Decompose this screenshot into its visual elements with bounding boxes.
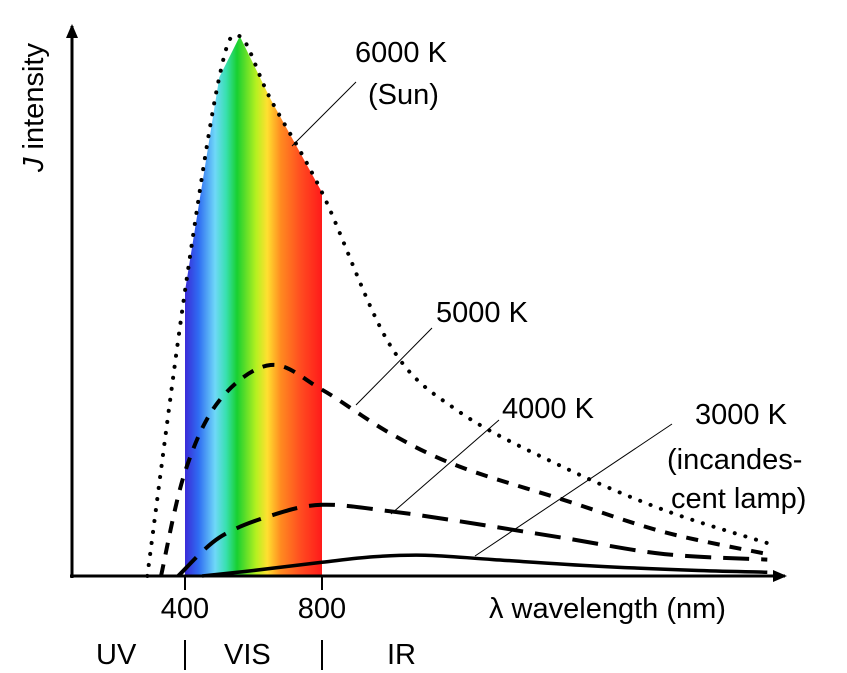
label-3000k-sub: (incandes- xyxy=(667,444,802,476)
curve-5000k xyxy=(159,362,768,577)
x-tick-label-400: 400 xyxy=(161,593,209,625)
curve-3000k xyxy=(201,553,768,578)
leader-6000k xyxy=(291,81,357,147)
visible-spectrum-band xyxy=(185,36,322,576)
leader-3000k xyxy=(474,423,673,557)
label-5000k: 5000 K xyxy=(436,297,529,329)
leader-5000k xyxy=(355,327,433,406)
region-label-ir: IR xyxy=(387,639,416,671)
label-4000k: 4000 K xyxy=(502,393,595,425)
label-3000k: 3000 K xyxy=(695,399,788,431)
x-axis-label: λ wavelength (nm) xyxy=(489,593,726,625)
leader-4000k xyxy=(390,419,500,515)
leader-lines xyxy=(291,81,673,557)
label-6000k-sub: (Sun) xyxy=(368,79,439,111)
region-label-uv: UV xyxy=(96,639,137,671)
region-label-vis: VIS xyxy=(224,639,271,671)
x-tick-label-800: 800 xyxy=(298,593,346,625)
y-axis-label: J intensity xyxy=(18,43,50,173)
label-3000k-sub2: cent lamp) xyxy=(671,483,806,515)
label-6000k: 6000 K xyxy=(355,37,448,69)
curve-6000k xyxy=(145,33,770,578)
curve-4000k xyxy=(176,502,768,578)
